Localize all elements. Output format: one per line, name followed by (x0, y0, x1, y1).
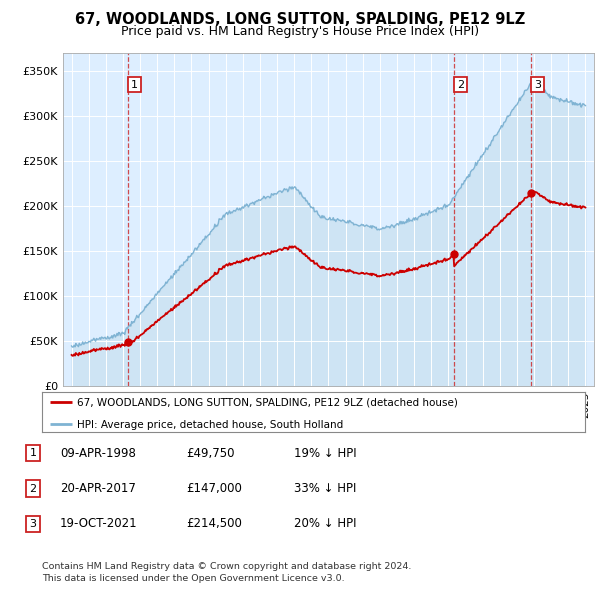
Text: HPI: Average price, detached house, South Holland: HPI: Average price, detached house, Sout… (77, 419, 344, 430)
Text: 09-APR-1998: 09-APR-1998 (60, 447, 136, 460)
Text: 67, WOODLANDS, LONG SUTTON, SPALDING, PE12 9LZ (detached house): 67, WOODLANDS, LONG SUTTON, SPALDING, PE… (77, 398, 458, 408)
Text: £147,000: £147,000 (186, 482, 242, 495)
Text: 3: 3 (534, 80, 541, 90)
Text: 67, WOODLANDS, LONG SUTTON, SPALDING, PE12 9LZ: 67, WOODLANDS, LONG SUTTON, SPALDING, PE… (75, 12, 525, 27)
Text: 1: 1 (29, 448, 37, 458)
Text: Price paid vs. HM Land Registry's House Price Index (HPI): Price paid vs. HM Land Registry's House … (121, 25, 479, 38)
Text: 19% ↓ HPI: 19% ↓ HPI (294, 447, 356, 460)
Text: 20% ↓ HPI: 20% ↓ HPI (294, 517, 356, 530)
Text: £49,750: £49,750 (186, 447, 235, 460)
Text: 20-APR-2017: 20-APR-2017 (60, 482, 136, 495)
Text: 2: 2 (457, 80, 464, 90)
Text: This data is licensed under the Open Government Licence v3.0.: This data is licensed under the Open Gov… (42, 573, 344, 583)
Text: 2: 2 (29, 484, 37, 493)
Text: Contains HM Land Registry data © Crown copyright and database right 2024.: Contains HM Land Registry data © Crown c… (42, 562, 412, 571)
Text: £214,500: £214,500 (186, 517, 242, 530)
Text: 33% ↓ HPI: 33% ↓ HPI (294, 482, 356, 495)
Text: 3: 3 (29, 519, 37, 529)
Text: 19-OCT-2021: 19-OCT-2021 (60, 517, 137, 530)
Text: 1: 1 (131, 80, 138, 90)
